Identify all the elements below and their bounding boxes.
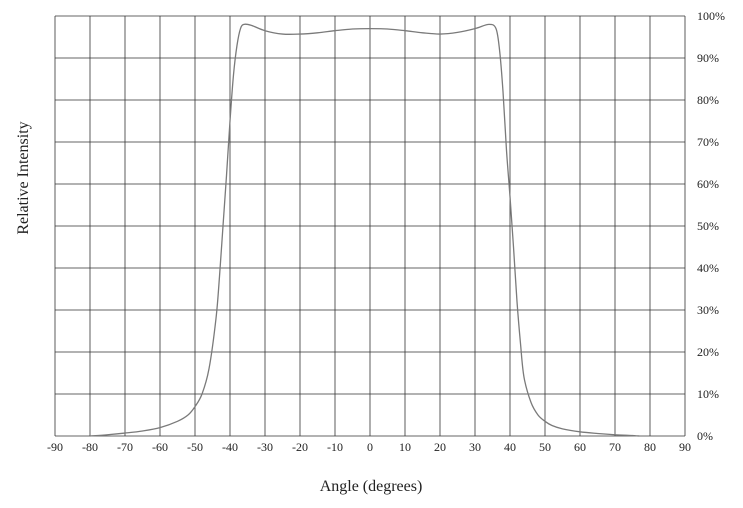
y-axis-label: Relative Intensity xyxy=(15,121,32,234)
x-tick-label: 60 xyxy=(574,440,586,454)
x-tick-label: -80 xyxy=(82,440,98,454)
x-tick-label: 70 xyxy=(609,440,621,454)
y-tick-label: 10% xyxy=(697,387,719,401)
x-tick-label: 30 xyxy=(469,440,481,454)
x-tick-label: -90 xyxy=(47,440,63,454)
x-tick-label: 10 xyxy=(399,440,411,454)
x-tick-label: 20 xyxy=(434,440,446,454)
y-tick-labels: 0% 10% 20% 30% 40% 50% 60% 70% 80% 90% 100% xyxy=(697,9,725,443)
x-tick-label: 0 xyxy=(367,440,373,454)
y-tick-label: 40% xyxy=(697,261,719,275)
intensity-curve xyxy=(89,23,640,437)
y-tick-label: 20% xyxy=(697,345,719,359)
x-tick-label: -60 xyxy=(152,440,168,454)
x-tick-label: 40 xyxy=(504,440,516,454)
y-tick-label: 0% xyxy=(697,429,713,443)
x-tick-label: -30 xyxy=(257,440,273,454)
grid xyxy=(54,15,686,437)
x-tick-label: 50 xyxy=(539,440,551,454)
x-tick-label: 90 xyxy=(679,440,691,454)
x-axis-label: Angle (degrees) xyxy=(320,478,423,495)
x-tick-label: -70 xyxy=(117,440,133,454)
y-tick-label: 60% xyxy=(697,177,719,191)
x-tick-labels: -90 -80 -70 -60 -50 -40 -30 -20 -10 0 10 20 30 40 50 60… xyxy=(47,440,691,454)
y-tick-label: 50% xyxy=(697,219,719,233)
y-tick-label: 70% xyxy=(697,135,719,149)
x-tick-label: 80 xyxy=(644,440,656,454)
x-tick-label: -50 xyxy=(187,440,203,454)
y-tick-label: 30% xyxy=(697,303,719,317)
x-tick-label: -20 xyxy=(292,440,308,454)
y-tick-label: 80% xyxy=(697,93,719,107)
x-tick-label: -10 xyxy=(327,440,343,454)
x-tick-label: -40 xyxy=(222,440,238,454)
y-tick-label: 90% xyxy=(697,51,719,65)
series-layer xyxy=(89,23,640,437)
y-tick-label: 100% xyxy=(697,9,725,23)
